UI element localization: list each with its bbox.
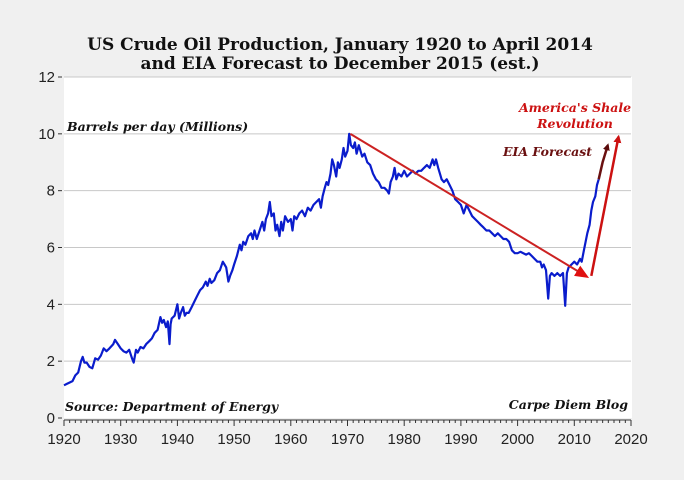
source-annotation: Source: Department of Energy — [65, 399, 279, 414]
y-tick-label: 10 — [38, 126, 55, 143]
y-tick-label: 4 — [47, 296, 55, 313]
x-tick-label: 1930 — [104, 431, 137, 448]
series-group — [63, 132, 610, 387]
x-tick-label: 1940 — [161, 431, 194, 448]
x-tick-label: 1920 — [47, 431, 80, 448]
shale-revolution-arrow — [590, 134, 622, 277]
production-line — [63, 132, 600, 387]
y-tick-label: 0 — [47, 410, 55, 427]
chart-title: US Crude Oil Production, January 1920 to… — [87, 35, 593, 55]
x-tick-label: 1970 — [331, 431, 364, 448]
y-tick-label: 8 — [47, 183, 55, 200]
y-tick-label: 2 — [47, 353, 55, 370]
shale-annotation-line1: America's Shale — [518, 100, 631, 115]
x-tick-label: 2000 — [501, 431, 534, 448]
x-tick-label: 2010 — [558, 431, 591, 448]
x-tick-label: 1950 — [217, 431, 250, 448]
blog-credit-annotation: Carpe Diem Blog — [509, 397, 628, 412]
decline-trend-arrow — [349, 132, 590, 278]
x-axis: 1920 1930 1940 1950 1960 1970 1980 1990 2000 2010… — [47, 419, 648, 448]
gridlines — [64, 76, 631, 362]
x-tick-label: 1980 — [388, 431, 421, 448]
x-tick-label: 2020 — [614, 431, 647, 448]
y-axis: 0 2 4 6 8 10 12 — [38, 69, 62, 427]
y-tick-label: 12 — [38, 69, 55, 86]
eia-forecast-line — [597, 143, 610, 180]
x-tick-label: 1990 — [444, 431, 477, 448]
shale-annotation-line2: Revolution — [536, 116, 613, 131]
y-axis-label: Barrels per day (Millions) — [66, 119, 248, 134]
x-tick-label: 1960 — [274, 431, 307, 448]
y-tick-label: 6 — [47, 240, 55, 257]
eia-forecast-annotation: EIA Forecast — [502, 144, 592, 159]
arrows-group — [349, 132, 622, 278]
chart-subtitle: and EIA Forecast to December 2015 (est.) — [140, 54, 539, 74]
